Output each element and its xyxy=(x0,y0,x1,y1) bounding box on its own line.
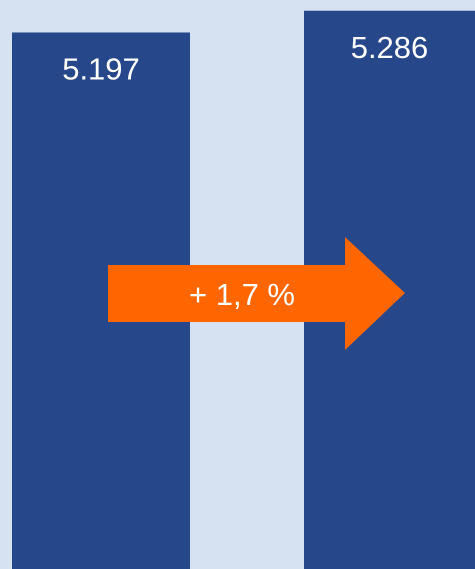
value-label: 5.286 xyxy=(351,30,429,65)
value-label: 5.197 xyxy=(62,52,140,87)
arrow-shape xyxy=(108,237,405,350)
growth-arrow: + 1,7 % xyxy=(108,237,405,350)
annotation: + 1,7 % xyxy=(189,277,295,312)
